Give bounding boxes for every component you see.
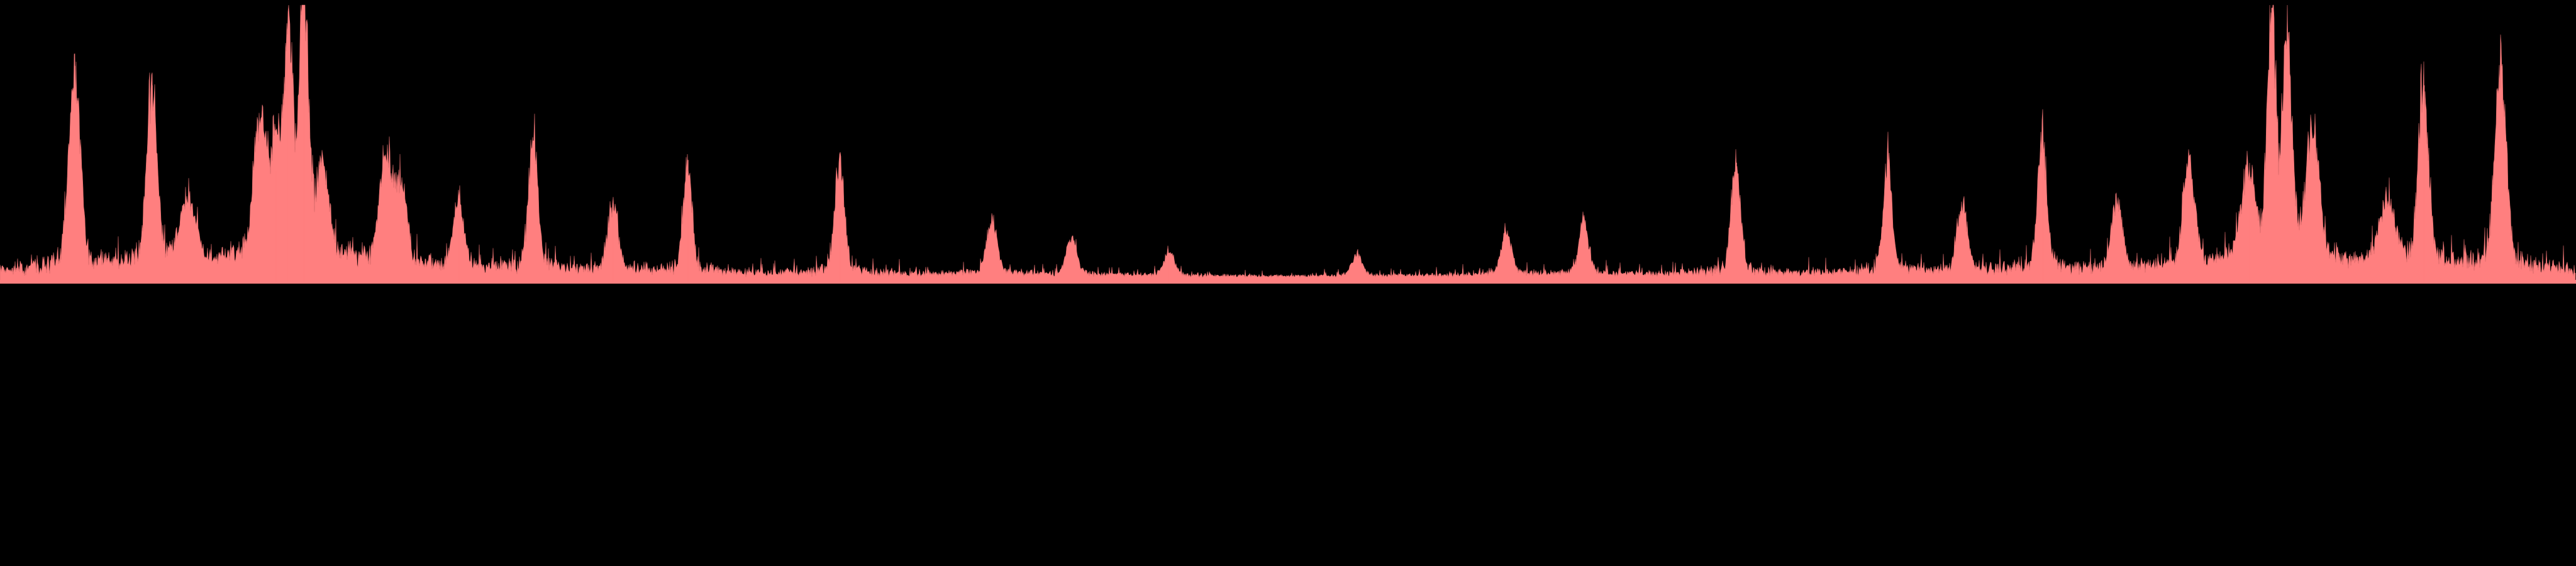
spectrum-area xyxy=(0,4,2576,282)
spectrum-layer xyxy=(0,4,2576,284)
